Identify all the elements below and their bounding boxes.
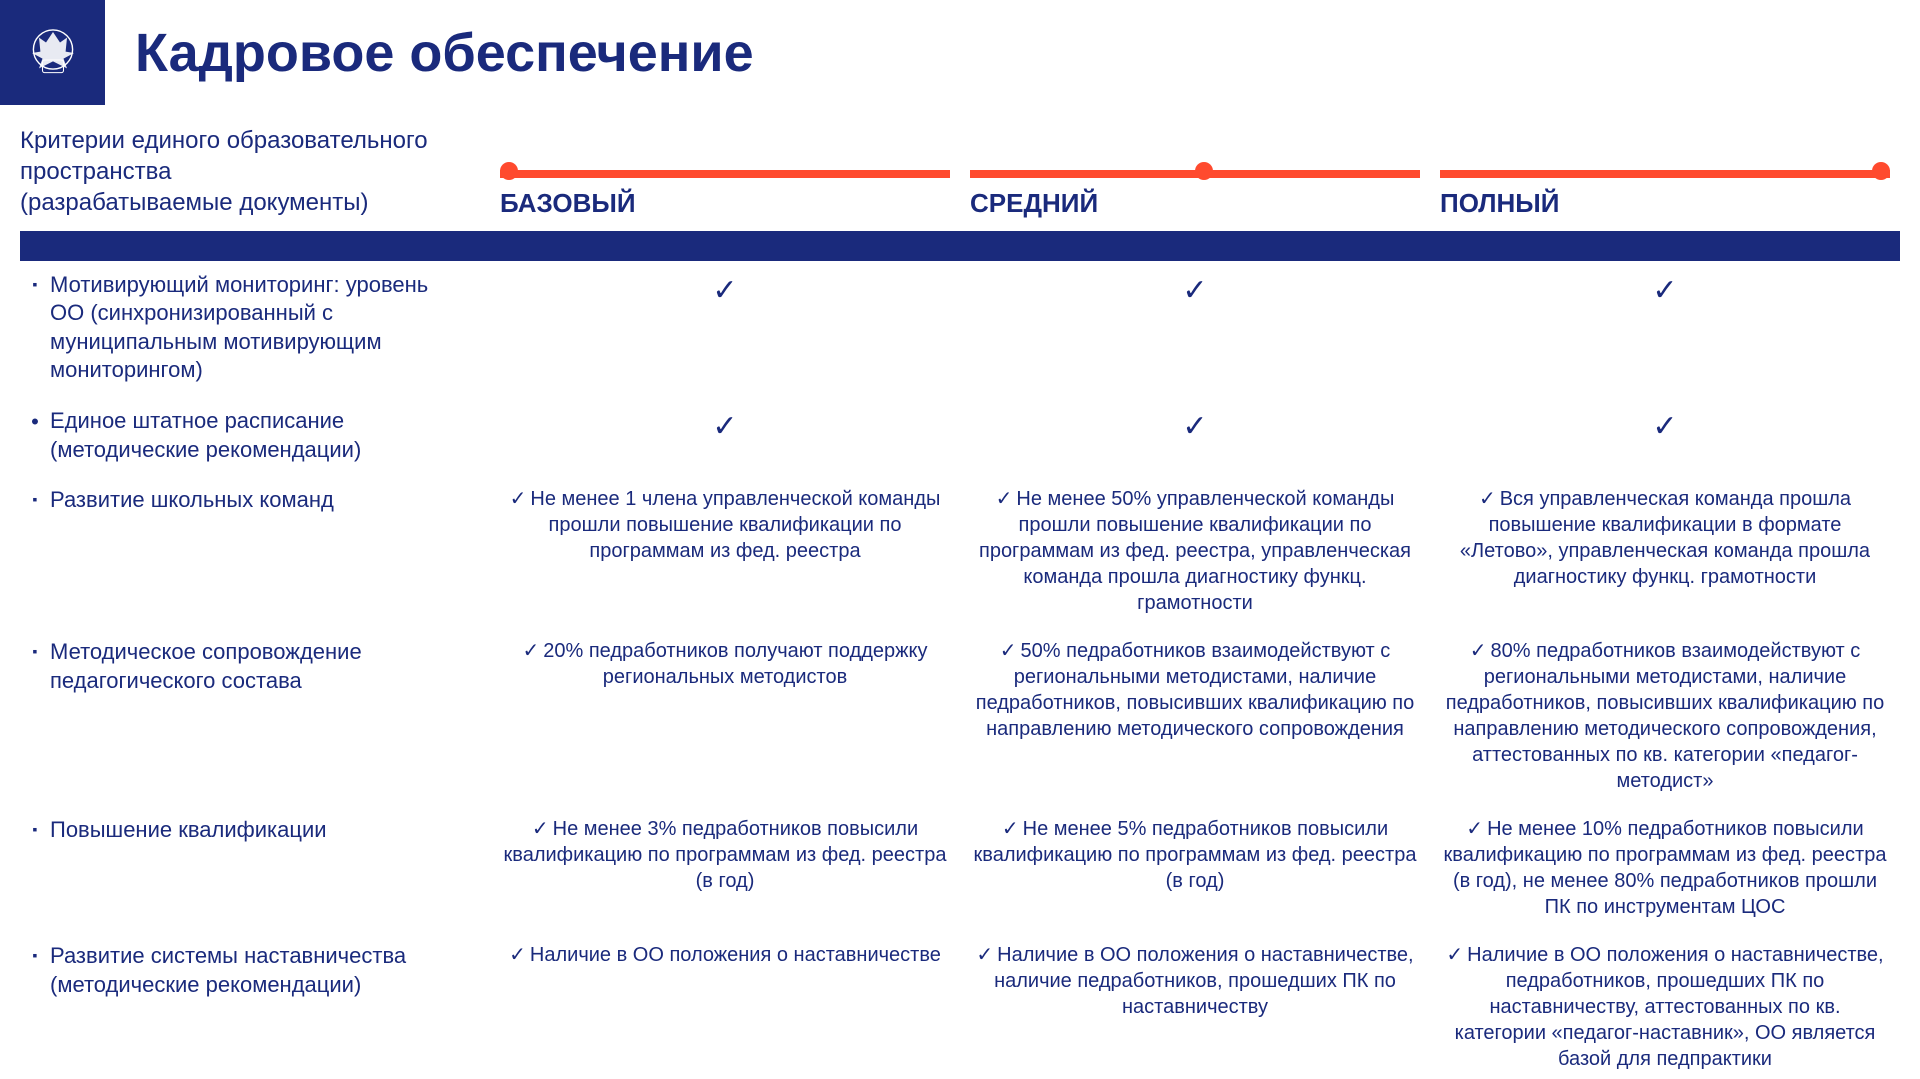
row-cells: ✓20% педработников получают поддержку ре… bbox=[490, 638, 1900, 794]
check-icon: ✓ bbox=[510, 488, 527, 510]
bullet-icon bbox=[20, 942, 50, 965]
check-icon: ✓ bbox=[1479, 488, 1496, 510]
page-title: Кадровое обеспечение bbox=[135, 22, 754, 84]
row-label: Методическое сопровождение педагогическо… bbox=[20, 638, 490, 695]
row-cells: ✓Наличие в ОО положения о наставничестве… bbox=[490, 942, 1900, 1072]
row-label-text: Развитие системы наставничества (методич… bbox=[50, 942, 460, 999]
level-label: ПОЛНЫЙ bbox=[1440, 188, 1890, 219]
cell-check: ✓ bbox=[490, 271, 960, 310]
level-col-1: СРЕДНИЙ bbox=[960, 166, 1430, 219]
row-label-text: Повышение квалификации bbox=[50, 816, 460, 845]
cell-text: ✓Не менее 1 члена управленческой команды… bbox=[490, 486, 960, 616]
level-headers: БАЗОВЫЙ СРЕДНИЙ ПОЛНЫЙ bbox=[490, 166, 1900, 219]
cell-text: ✓Не менее 3% педработников повысили квал… bbox=[490, 816, 960, 920]
row-label: Мотивирующий мониторинг: уровень ОО (син… bbox=[20, 271, 490, 385]
check-icon: ✓ bbox=[996, 488, 1013, 510]
row-label-text: Мотивирующий мониторинг: уровень ОО (син… bbox=[50, 271, 460, 385]
check-icon: ✓ bbox=[1470, 640, 1487, 662]
eagle-crest-icon bbox=[18, 18, 88, 88]
row-cells: ✓ ✓ ✓ bbox=[490, 407, 1900, 446]
cell-text: ✓Не менее 5% педработников повысили квал… bbox=[960, 816, 1430, 920]
criteria-table: Мотивирующий мониторинг: уровень ОО (син… bbox=[0, 261, 1920, 1073]
cell-text: ✓Наличие в ОО положения о наставничестве… bbox=[1430, 942, 1900, 1072]
level-col-2: ПОЛНЫЙ bbox=[1430, 166, 1900, 219]
cell-text: ✓Вся управленческая команда прошла повыш… bbox=[1430, 486, 1900, 616]
row-label: Повышение квалификации bbox=[20, 816, 490, 845]
check-icon: ✓ bbox=[532, 818, 549, 840]
bullet-icon bbox=[20, 638, 50, 661]
level-label: БАЗОВЫЙ bbox=[500, 188, 950, 219]
check-icon: ✓ bbox=[712, 410, 737, 443]
check-icon: ✓ bbox=[1002, 818, 1019, 840]
subtitle-row: Критерии единого образовательного простр… bbox=[0, 105, 1920, 219]
cell-text: ✓50% педработников взаимодействуют с рег… bbox=[960, 638, 1430, 794]
table-row: Развитие системы наставничества (методич… bbox=[20, 942, 1900, 1072]
level-label: СРЕДНИЙ bbox=[970, 188, 1420, 219]
check-icon: ✓ bbox=[1652, 274, 1677, 307]
cell-text: ✓Не менее 10% педработников повысили ква… bbox=[1430, 816, 1900, 920]
check-icon: ✓ bbox=[522, 640, 539, 662]
row-label: Единое штатное расписание (методические … bbox=[20, 407, 490, 464]
check-icon: ✓ bbox=[509, 944, 526, 966]
cell-text: ✓80% педработников взаимодействуют с рег… bbox=[1430, 638, 1900, 794]
level-slider bbox=[1440, 166, 1890, 178]
bullet-icon bbox=[20, 407, 50, 435]
check-icon: ✓ bbox=[1652, 410, 1677, 443]
divider-bar bbox=[20, 231, 1900, 261]
level-col-0: БАЗОВЫЙ bbox=[490, 166, 960, 219]
row-label-text: Развитие школьных команд bbox=[50, 486, 460, 515]
row-label-text: Методическое сопровождение педагогическо… bbox=[50, 638, 460, 695]
row-cells: ✓Не менее 3% педработников повысили квал… bbox=[490, 816, 1900, 920]
logo-box bbox=[0, 0, 105, 105]
table-row: Мотивирующий мониторинг: уровень ОО (син… bbox=[20, 271, 1900, 385]
check-icon: ✓ bbox=[1182, 410, 1207, 443]
row-label: Развитие системы наставничества (методич… bbox=[20, 942, 490, 999]
table-row: Методическое сопровождение педагогическо… bbox=[20, 638, 1900, 794]
bullet-icon bbox=[20, 816, 50, 839]
cell-check: ✓ bbox=[490, 407, 960, 446]
row-cells: ✓Не менее 1 члена управленческой команды… bbox=[490, 486, 1900, 616]
cell-check: ✓ bbox=[1430, 407, 1900, 446]
check-icon: ✓ bbox=[1466, 818, 1483, 840]
check-icon: ✓ bbox=[1182, 274, 1207, 307]
cell-text: ✓Наличие в ОО положения о наставничестве bbox=[490, 942, 960, 1072]
table-row: Единое штатное расписание (методические … bbox=[20, 407, 1900, 464]
cell-text: ✓Наличие в ОО положения о наставничестве… bbox=[960, 942, 1430, 1072]
bullet-icon bbox=[20, 486, 50, 509]
table-row: Повышение квалификации ✓Не менее 3% педр… bbox=[20, 816, 1900, 920]
row-cells: ✓ ✓ ✓ bbox=[490, 271, 1900, 310]
cell-check: ✓ bbox=[960, 271, 1430, 310]
cell-text: ✓Не менее 50% управленческой команды про… bbox=[960, 486, 1430, 616]
cell-text: ✓20% педработников получают поддержку ре… bbox=[490, 638, 960, 794]
check-icon: ✓ bbox=[1446, 944, 1463, 966]
check-icon: ✓ bbox=[712, 274, 737, 307]
level-slider bbox=[970, 166, 1420, 178]
row-label-text: Единое штатное расписание (методические … bbox=[50, 407, 460, 464]
table-row: Развитие школьных команд ✓Не менее 1 чле… bbox=[20, 486, 1900, 616]
check-icon: ✓ bbox=[976, 944, 993, 966]
row-label: Развитие школьных команд bbox=[20, 486, 490, 515]
subtitle: Критерии единого образовательного простр… bbox=[20, 125, 490, 219]
cell-check: ✓ bbox=[1430, 271, 1900, 310]
level-slider bbox=[500, 166, 950, 178]
header: Кадровое обеспечение bbox=[0, 0, 1920, 105]
cell-check: ✓ bbox=[960, 407, 1430, 446]
check-icon: ✓ bbox=[1000, 640, 1017, 662]
bullet-icon bbox=[20, 271, 50, 294]
